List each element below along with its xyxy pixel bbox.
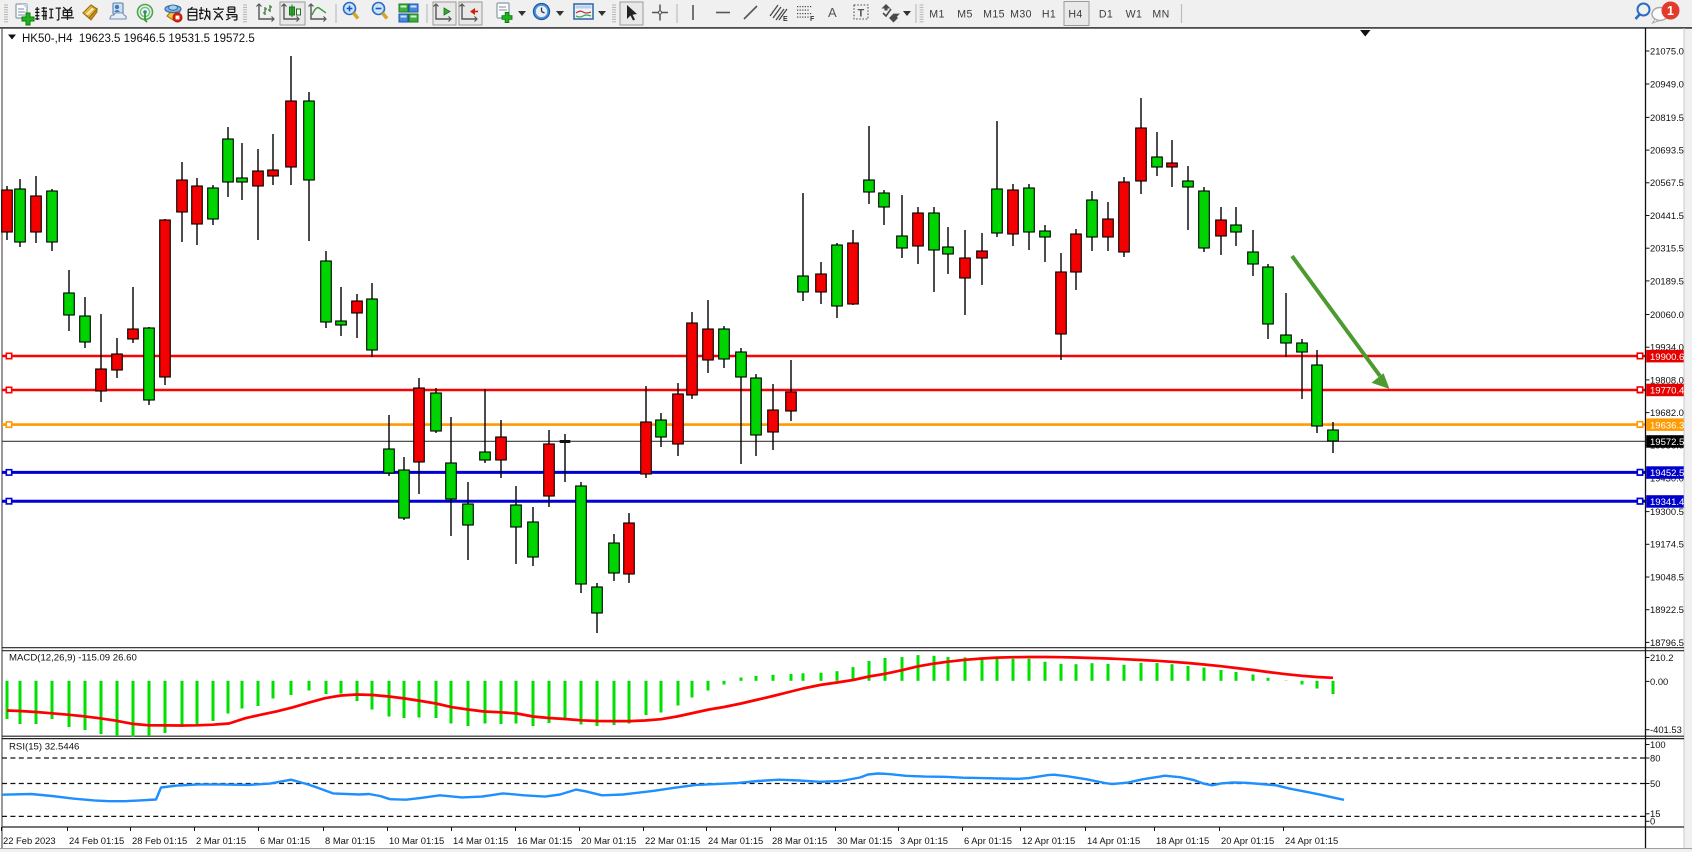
svg-text:18796.5: 18796.5 (1650, 637, 1684, 648)
svg-text:20693.5: 20693.5 (1650, 145, 1684, 156)
svg-text:14 Mar 01:15: 14 Mar 01:15 (453, 835, 508, 846)
svg-text:80: 80 (1650, 752, 1660, 763)
svg-text:18922.5: 18922.5 (1650, 604, 1684, 615)
svg-text:19300.5: 19300.5 (1650, 506, 1684, 517)
svg-text:19900.6: 19900.6 (1650, 352, 1684, 363)
svg-text:24 Apr 01:15: 24 Apr 01:15 (1285, 835, 1338, 846)
svg-text:M15: M15 (983, 9, 1005, 21)
svg-text:D1: D1 (1099, 9, 1113, 21)
svg-text:-401.53: -401.53 (1650, 724, 1682, 735)
svg-text:3 Apr 01:15: 3 Apr 01:15 (900, 835, 948, 846)
svg-text:24 Feb 01:15: 24 Feb 01:15 (69, 835, 124, 846)
svg-text:100: 100 (1650, 739, 1666, 750)
svg-text:50: 50 (1650, 778, 1660, 789)
svg-text:20060.0: 20060.0 (1650, 309, 1684, 320)
svg-text:19572.5: 19572.5 (1650, 437, 1684, 448)
svg-text:F: F (810, 16, 815, 23)
svg-text:19452.5: 19452.5 (1650, 468, 1684, 479)
svg-text:HK50-,H4 19623.5 19646.5 1953: HK50-,H4 19623.5 19646.5 19531.5 19572.5 (22, 33, 255, 45)
svg-text:28 Mar 01:15: 28 Mar 01:15 (772, 835, 827, 846)
svg-text:21075.0: 21075.0 (1650, 45, 1684, 56)
svg-text:20189.5: 20189.5 (1650, 275, 1684, 286)
svg-text:19682.0: 19682.0 (1650, 407, 1684, 418)
svg-text:19341.4: 19341.4 (1650, 497, 1684, 508)
svg-text:8 Mar 01:15: 8 Mar 01:15 (325, 835, 375, 846)
svg-text:E: E (783, 16, 788, 23)
svg-text:MACD(12,26,9) -115.09 26.60: MACD(12,26,9) -115.09 26.60 (9, 653, 137, 664)
svg-text:2 Mar 01:15: 2 Mar 01:15 (196, 835, 246, 846)
svg-text:19174.5: 19174.5 (1650, 539, 1684, 550)
svg-text:0.00: 0.00 (1650, 676, 1668, 687)
svg-text:24 Mar 01:15: 24 Mar 01:15 (708, 835, 763, 846)
svg-text:1: 1 (1667, 4, 1674, 18)
svg-text:A: A (828, 5, 837, 20)
svg-text:20441.5: 20441.5 (1650, 210, 1684, 221)
svg-text:22 Feb 2023: 22 Feb 2023 (3, 835, 56, 846)
svg-text:T: T (858, 8, 865, 20)
svg-text:210.2: 210.2 (1650, 652, 1673, 663)
svg-text:6 Mar 01:15: 6 Mar 01:15 (260, 835, 310, 846)
svg-text:28 Feb 01:15: 28 Feb 01:15 (132, 835, 187, 846)
svg-text:19934.0: 19934.0 (1650, 342, 1684, 353)
svg-text:6 Apr 01:15: 6 Apr 01:15 (964, 835, 1012, 846)
svg-text:20315.5: 20315.5 (1650, 243, 1684, 254)
svg-text:20 Mar 01:15: 20 Mar 01:15 (581, 835, 636, 846)
svg-text:W1: W1 (1126, 9, 1143, 21)
svg-text:16 Mar 01:15: 16 Mar 01:15 (517, 835, 572, 846)
svg-text:H4: H4 (1068, 9, 1082, 21)
svg-text:MN: MN (1152, 9, 1169, 21)
svg-text:20 Apr 01:15: 20 Apr 01:15 (1221, 835, 1274, 846)
svg-text:M30: M30 (1010, 9, 1032, 21)
svg-text:H1: H1 (1042, 9, 1056, 21)
svg-text:30 Mar 01:15: 30 Mar 01:15 (837, 835, 892, 846)
svg-text:M1: M1 (929, 9, 945, 21)
svg-text:18 Apr 01:15: 18 Apr 01:15 (1156, 835, 1209, 846)
svg-text:19770.4: 19770.4 (1650, 386, 1684, 397)
svg-text:0: 0 (1650, 816, 1655, 827)
svg-text:19048.5: 19048.5 (1650, 571, 1684, 582)
svg-text:20567.5: 20567.5 (1650, 177, 1684, 188)
svg-text:10 Mar 01:15: 10 Mar 01:15 (389, 835, 444, 846)
svg-text:RSI(15) 32.5446: RSI(15) 32.5446 (9, 742, 79, 753)
svg-text:19636.3: 19636.3 (1650, 420, 1684, 431)
svg-text:M5: M5 (957, 9, 973, 21)
svg-text:20819.5: 20819.5 (1650, 112, 1684, 123)
svg-text:14 Apr 01:15: 14 Apr 01:15 (1087, 835, 1140, 846)
svg-text:20949.0: 20949.0 (1650, 78, 1684, 89)
svg-text:12 Apr 01:15: 12 Apr 01:15 (1022, 835, 1075, 846)
svg-text:15: 15 (1650, 808, 1660, 819)
svg-text:22 Mar 01:15: 22 Mar 01:15 (645, 835, 700, 846)
svg-text:19808.0: 19808.0 (1650, 374, 1684, 385)
